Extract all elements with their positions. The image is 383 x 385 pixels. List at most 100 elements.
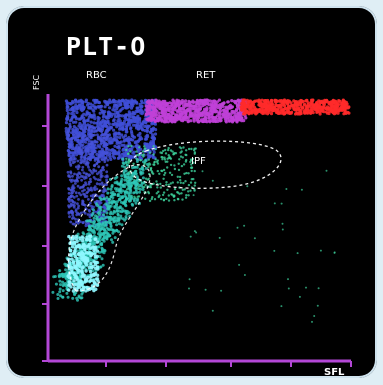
y-axis-label: FSC [32,74,41,90]
ipf-point-55 [185,194,188,197]
plt-point-484 [75,296,79,300]
rbc-spread-point-390 [101,138,104,142]
plt-core-point-234 [77,253,81,257]
outlier-point-3 [281,222,284,225]
ret-red-point-483 [301,106,305,110]
plt-core-point-202 [81,256,85,260]
outlier-point-12 [287,287,290,290]
ipf-point-251 [143,147,146,150]
plt-core-point-214 [93,260,98,264]
rbc-spread-point-157 [104,145,107,149]
chart-title: PLT-O [66,32,147,61]
rbc-point-679 [126,121,131,125]
rbc-spread-point-304 [87,208,91,212]
ret-red-point-427 [299,111,303,116]
ret-red-point-307 [278,99,282,103]
ret-red-point-488 [304,108,308,112]
ret-point-640 [154,103,158,107]
plt-point-301 [92,216,96,220]
rbc-point-636 [106,119,110,123]
rbc-spread-point-351 [104,143,108,147]
plt-point-461 [145,162,149,166]
plt-point-606 [127,178,131,181]
plt-core-point-73 [94,277,99,281]
rbc-spread-point-385 [76,202,79,206]
ret-red-point-436 [249,111,253,115]
outlier-point-6 [298,295,301,298]
rbc-spread-point-289 [82,221,85,224]
ret-point-601 [158,105,162,109]
ret-point-467 [163,112,167,116]
rbc-spread-point-8 [74,191,78,195]
plt-point-501 [80,292,84,296]
rbc-spread-point-368 [86,150,90,154]
plt-point-71 [61,289,65,293]
plt-core-point-106 [93,237,97,241]
plt-point-609 [121,183,125,187]
rbc-point-874 [130,100,134,104]
ret-point-433 [235,120,239,124]
rbc-spread-point-414 [67,196,71,199]
rbc-spread-point-317 [77,146,81,150]
ret-point-610 [207,119,211,123]
ret-point-592 [211,107,215,111]
ipf-point-211 [147,177,150,180]
plt-point-262 [120,164,124,168]
ret-point-383 [171,98,175,102]
plt-point-560 [109,187,113,191]
rbc-spread-point-175 [99,142,103,146]
ipf-point-234 [150,197,153,201]
rbc-point-853 [77,141,82,145]
rbc-point-797 [90,115,94,119]
ipf-point-6 [185,149,188,152]
ipf-point-34 [166,188,169,191]
rbc-spread-point-12 [87,198,90,201]
plt-point-676 [96,222,100,226]
rbc-point-201 [70,112,74,116]
rbc-spread-point-264 [78,148,82,152]
plt-point-576 [133,171,137,174]
plt-core-point-162 [81,272,85,276]
ipf-point-150 [127,158,131,161]
ipf-point-195 [151,171,154,174]
rbc-point-714 [72,125,76,129]
rbc-point-840 [122,154,126,158]
rbc-spread-point-281 [88,132,92,136]
ipf-point-106 [169,163,173,167]
rbc-point-830 [129,119,133,123]
plt-core-point-238 [83,280,87,284]
ret-point-348 [221,108,225,112]
plt-core-point-223 [76,268,80,272]
rbc-spread-point-110 [97,171,101,174]
outlier-point-30 [188,287,190,290]
rbc-point-792 [133,99,137,103]
plt-point-660 [138,167,142,171]
rbc-point-458 [115,135,119,139]
plt-point-663 [105,234,109,238]
plt-point-519 [110,238,113,242]
plt-core-point-180 [70,257,74,261]
rbc-point-769 [86,101,90,106]
outlier-point-24 [243,274,246,276]
plt-core-point-124 [70,245,75,249]
ipf-point-233 [173,164,176,167]
ipf-point-102 [165,181,168,184]
rbc-point-763 [152,150,156,154]
ipf-point-12 [173,187,177,191]
ret-point-569 [201,110,206,114]
plt-point-685 [92,242,96,246]
ret-red-point-466 [282,99,286,103]
rbc-spread-point-176 [66,130,70,134]
ipf-point-209 [159,182,162,186]
ipf-point-18 [185,171,188,175]
ret-point-232 [157,111,161,115]
plt-point-640 [124,216,128,220]
ipf-point-130 [138,146,141,149]
rbc-point-451 [117,152,121,156]
rbc-point-834 [103,119,107,123]
rbc-point-826 [81,105,85,109]
ret-point-334 [192,119,196,123]
ret-point-523 [200,99,204,103]
plt-core-point-237 [86,244,90,248]
plt-point-362 [96,211,100,215]
